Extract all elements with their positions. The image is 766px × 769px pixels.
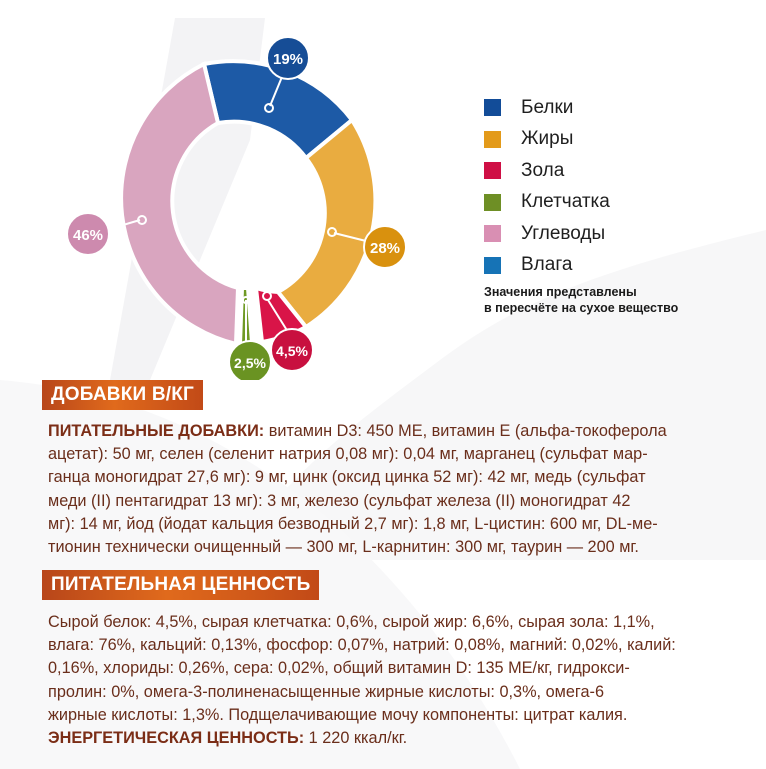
legend-item-moisture: Влага	[484, 250, 610, 282]
label-ash: 4,5%	[270, 328, 314, 372]
legend-item-ash: Зола	[484, 155, 610, 187]
nutrition-text: Сырой белок: 4,5%, сырая клетчатка: 0,6%…	[48, 613, 676, 748]
svg-text:28%: 28%	[370, 240, 400, 257]
svg-text:4,5%: 4,5%	[276, 343, 308, 359]
label-proteins: 19%	[266, 36, 310, 80]
svg-text:19%: 19%	[273, 51, 303, 68]
supplements-header: ДОБАВКИ В/КГ	[42, 380, 203, 410]
energy-value: 1 220 ккал/кг.	[304, 729, 408, 748]
legend-item-proteins: Белки	[484, 92, 610, 124]
label-fiber: 2,5%	[228, 340, 272, 380]
label-carbs: 46%	[66, 212, 110, 256]
supplements-lead: ПИТАТЕЛЬНЫЕ ДОБАВКИ:	[48, 422, 265, 440]
segment-fats	[274, 117, 378, 330]
legend-item-fats: Жиры	[484, 124, 610, 156]
legend-swatch-icon	[484, 193, 501, 211]
label-fats: 28%	[363, 225, 407, 269]
svg-text:2,5%: 2,5%	[234, 355, 266, 371]
legend-swatch-icon	[484, 256, 501, 274]
nutrition-header: ПИТАТЕЛЬНАЯ ЦЕННОСТЬ	[42, 570, 320, 600]
supplements-text: ПИТАТЕЛЬНЫЕ ДОБАВКИ: витамин D3: 450 МЕ,…	[48, 422, 667, 557]
chart-legend: Белки Жиры Зола Клетчатка Углеводы Влага	[484, 92, 610, 281]
legend-item-fiber: Клетчатка	[484, 187, 610, 219]
donut-chart: 19% 28% 4,5% 2,5% 46%	[66, 36, 407, 380]
segment-carbs	[119, 61, 241, 347]
legend-swatch-icon	[484, 225, 501, 243]
legend-swatch-icon	[484, 162, 501, 180]
legend-swatch-icon	[484, 130, 501, 148]
energy-lead: ЭНЕРГЕТИЧЕСКАЯ ЦЕННОСТЬ:	[48, 729, 305, 748]
svg-text:46%: 46%	[73, 227, 103, 244]
legend-note: Значения представлены в пересчёте на сух…	[484, 285, 679, 315]
legend-swatch-icon	[484, 99, 501, 117]
legend-item-carbs: Углеводы	[484, 218, 610, 250]
